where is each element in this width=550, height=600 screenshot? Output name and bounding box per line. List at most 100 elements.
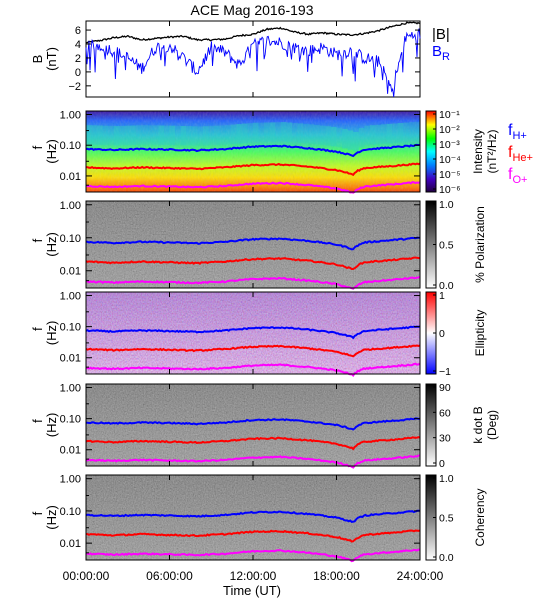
intensity-band — [108, 125, 114, 146]
kdotb-y-tick-label: 0.10 — [60, 414, 81, 426]
kdotb-colorbar-tick-label: 60 — [439, 407, 451, 419]
intensity-band — [330, 126, 337, 147]
b-field-panel: −2 0 2 4 6 B (nT) |B| BR — [30, 20, 450, 98]
intensity-band — [258, 122, 265, 142]
intensity-band — [275, 122, 281, 142]
legend-oplus: fO+ — [508, 166, 527, 186]
coherency-colorbar-label: Coherency — [473, 488, 487, 546]
kdotb-y-label: f — [30, 419, 45, 423]
intensity-band — [264, 122, 270, 142]
polarization-colorbar-label: % Polarization — [473, 206, 487, 283]
kdotb-colorbar: 90 60 30 0 k dot B (Deg) — [425, 382, 499, 470]
intensity-band — [125, 125, 131, 146]
intensity-y-tick-label: 0.01 — [60, 171, 81, 183]
ellipticity-y-tick-label: 0.10 — [60, 322, 81, 334]
kdotb-y-tick-label: 1.00 — [60, 383, 81, 395]
intensity-band — [269, 122, 276, 142]
intensity-band — [197, 126, 203, 146]
intensity-colorbar-label-top: Intensity — [471, 129, 485, 174]
intensity-band — [280, 122, 287, 142]
intensity-band — [297, 123, 304, 143]
ellipticity-colorbar: 1 0 −1 Ellipticity — [425, 290, 487, 378]
intensity-band — [375, 124, 382, 145]
intensity-band — [325, 126, 331, 146]
coherency-texture — [86, 475, 420, 560]
spectral-panels: 1.000.100.01f (Hz)10⁻¹10⁻²10⁻³10⁻⁴10⁻⁵10⁻… — [30, 109, 499, 564]
polarization-texture — [86, 201, 420, 288]
intensity-y-tick-label: 0.10 — [60, 140, 81, 152]
b-field-y-ticks: −2 0 2 4 6 — [68, 25, 420, 93]
legend-heplus: fHe+ — [508, 144, 533, 164]
b-y-tick-label: 2 — [75, 53, 81, 65]
intensity-band — [180, 126, 187, 146]
intensity-colorbar-tick-label: 10⁻³ — [439, 139, 460, 151]
intensity-band — [102, 125, 109, 146]
intensity-colorbar-scale — [425, 110, 437, 193]
b-field-y-unit: (nT) — [44, 47, 59, 71]
b-series-total — [85, 21, 421, 44]
intensity-band — [86, 125, 92, 145]
intensity-band — [353, 132, 359, 152]
intensity-band — [241, 123, 248, 143]
b-field-y-label: B — [30, 55, 45, 64]
b-y-tick-label: 6 — [75, 25, 81, 37]
intensity-band — [392, 123, 398, 143]
kdotb-colorbar-tick-label: 30 — [439, 433, 451, 445]
b-field-series-group — [85, 21, 421, 98]
polarization-colorbar-tick-label: 0.5 — [439, 240, 454, 252]
ellipticity-colorbar-tick-label: 1 — [439, 290, 445, 302]
intensity-band — [286, 122, 292, 142]
intensity-gyro-hplus — [85, 143, 421, 158]
intensity-band — [186, 126, 192, 146]
intensity-band — [342, 129, 348, 149]
intensity-band — [403, 122, 409, 142]
coherency-y-label: f — [30, 511, 45, 515]
polarization-y-tick-label: 1.00 — [60, 200, 81, 212]
coherency-colorbar-tick-label: 0.5 — [439, 513, 454, 525]
intensity-band — [225, 125, 231, 145]
b-y-tick-label: −2 — [68, 81, 81, 93]
coherency-panel: 1.00 0.10 0.01 f (Hz) 1.0 0.5 0.0 Coherency — [30, 473, 487, 564]
ellipticity-colorbar-tick-label: −1 — [439, 366, 451, 378]
intensity-band — [202, 126, 209, 146]
polarization-colorbar-tick-label: 0.0 — [439, 280, 454, 292]
ellipticity-y-unit: (Hz) — [44, 321, 59, 346]
intensity-band — [97, 125, 103, 145]
kdotb-colorbar-scale — [425, 383, 437, 467]
kdotb-colorbar-tick-label: 0 — [439, 458, 445, 470]
polarization-y-label: f — [30, 238, 45, 242]
intensity-band — [308, 124, 315, 144]
ellipticity-texture — [86, 292, 420, 374]
b-y-tick-label: 4 — [75, 39, 81, 51]
intensity-band — [119, 125, 125, 146]
intensity-band — [397, 123, 404, 143]
species-legend: fH+ fHe+ fO+ — [508, 122, 533, 186]
intensity-band — [381, 124, 387, 144]
intensity-gyro-oplus — [85, 181, 421, 194]
coherency-colorbar-tick-label: 1.0 — [439, 473, 454, 485]
intensity-colorbar-tick-label: 10⁻² — [439, 124, 460, 136]
intensity-band — [314, 124, 320, 145]
intensity-texture — [86, 111, 420, 192]
intensity-band — [136, 125, 142, 145]
intensity-band — [175, 125, 181, 146]
kdotb-colorbar-label-top: k dot B — [471, 406, 485, 443]
intensity-band — [303, 123, 309, 144]
kdotb-texture — [86, 384, 420, 466]
intensity-band — [208, 125, 215, 146]
ellipticity-gyro-heplus — [85, 344, 421, 358]
intensity-band — [408, 122, 415, 142]
polarization-gyro-heplus — [85, 256, 421, 270]
x-tick-label: 12:00:00 — [230, 569, 277, 583]
intensity-band — [113, 126, 120, 146]
intensity-band — [336, 127, 343, 148]
intensity-band — [347, 130, 354, 150]
intensity-band — [253, 122, 259, 143]
polarization-y-tick-label: 0.10 — [60, 233, 81, 245]
intensity-band — [292, 123, 298, 143]
intensity-y-label: f — [30, 145, 45, 149]
kdotb-y-unit: (Hz) — [44, 413, 59, 438]
coherency-gyro-heplus — [85, 529, 421, 543]
ellipticity-gyro-oplus — [85, 362, 421, 378]
intensity-colorbar: 10⁻¹ 10⁻² 10⁻³ 10⁻⁴ 10⁻⁵ 10⁻⁶ Intensity (nT²/Hz… — [425, 109, 499, 196]
